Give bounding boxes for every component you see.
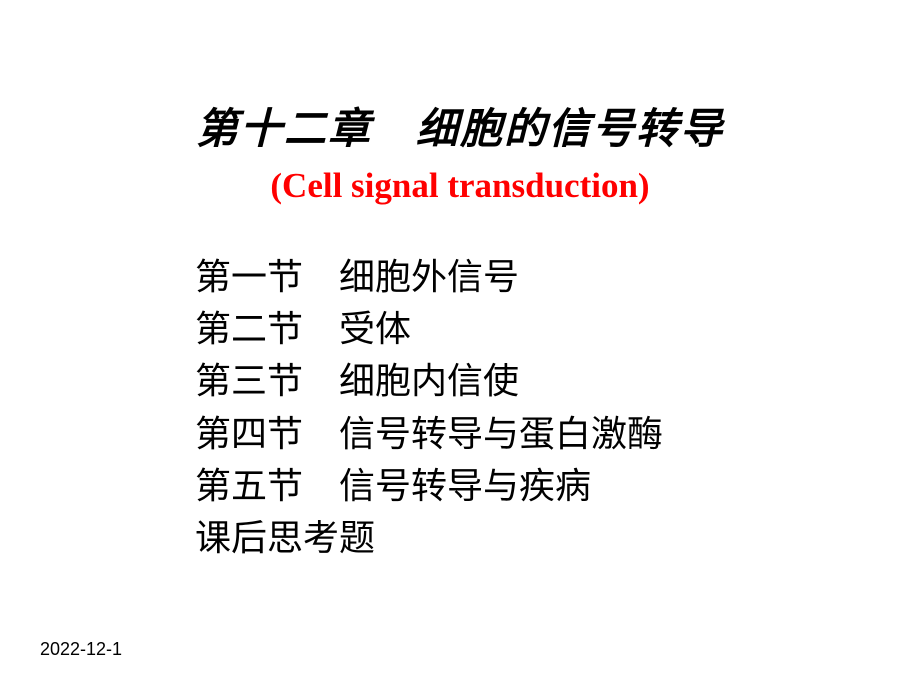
- footer-date: 2022-12-1: [40, 639, 122, 660]
- chapter-subtitle: (Cell signal transduction): [0, 166, 920, 206]
- slide-container: 第十二章 细胞的信号转导 (Cell signal transduction) …: [0, 0, 920, 690]
- section-item: 第五节 信号转导与疾病: [195, 460, 920, 512]
- section-item: 课后思考题: [195, 512, 920, 564]
- section-item: 第一节 细胞外信号: [195, 251, 920, 303]
- chapter-title: 第十二章 细胞的信号转导: [0, 95, 920, 156]
- section-item: 第二节 受体: [195, 303, 920, 355]
- section-item: 第四节 信号转导与蛋白激酶: [195, 408, 920, 460]
- sections-list: 第一节 细胞外信号 第二节 受体 第三节 细胞内信使 第四节 信号转导与蛋白激酶…: [0, 251, 920, 564]
- section-item: 第三节 细胞内信使: [195, 355, 920, 407]
